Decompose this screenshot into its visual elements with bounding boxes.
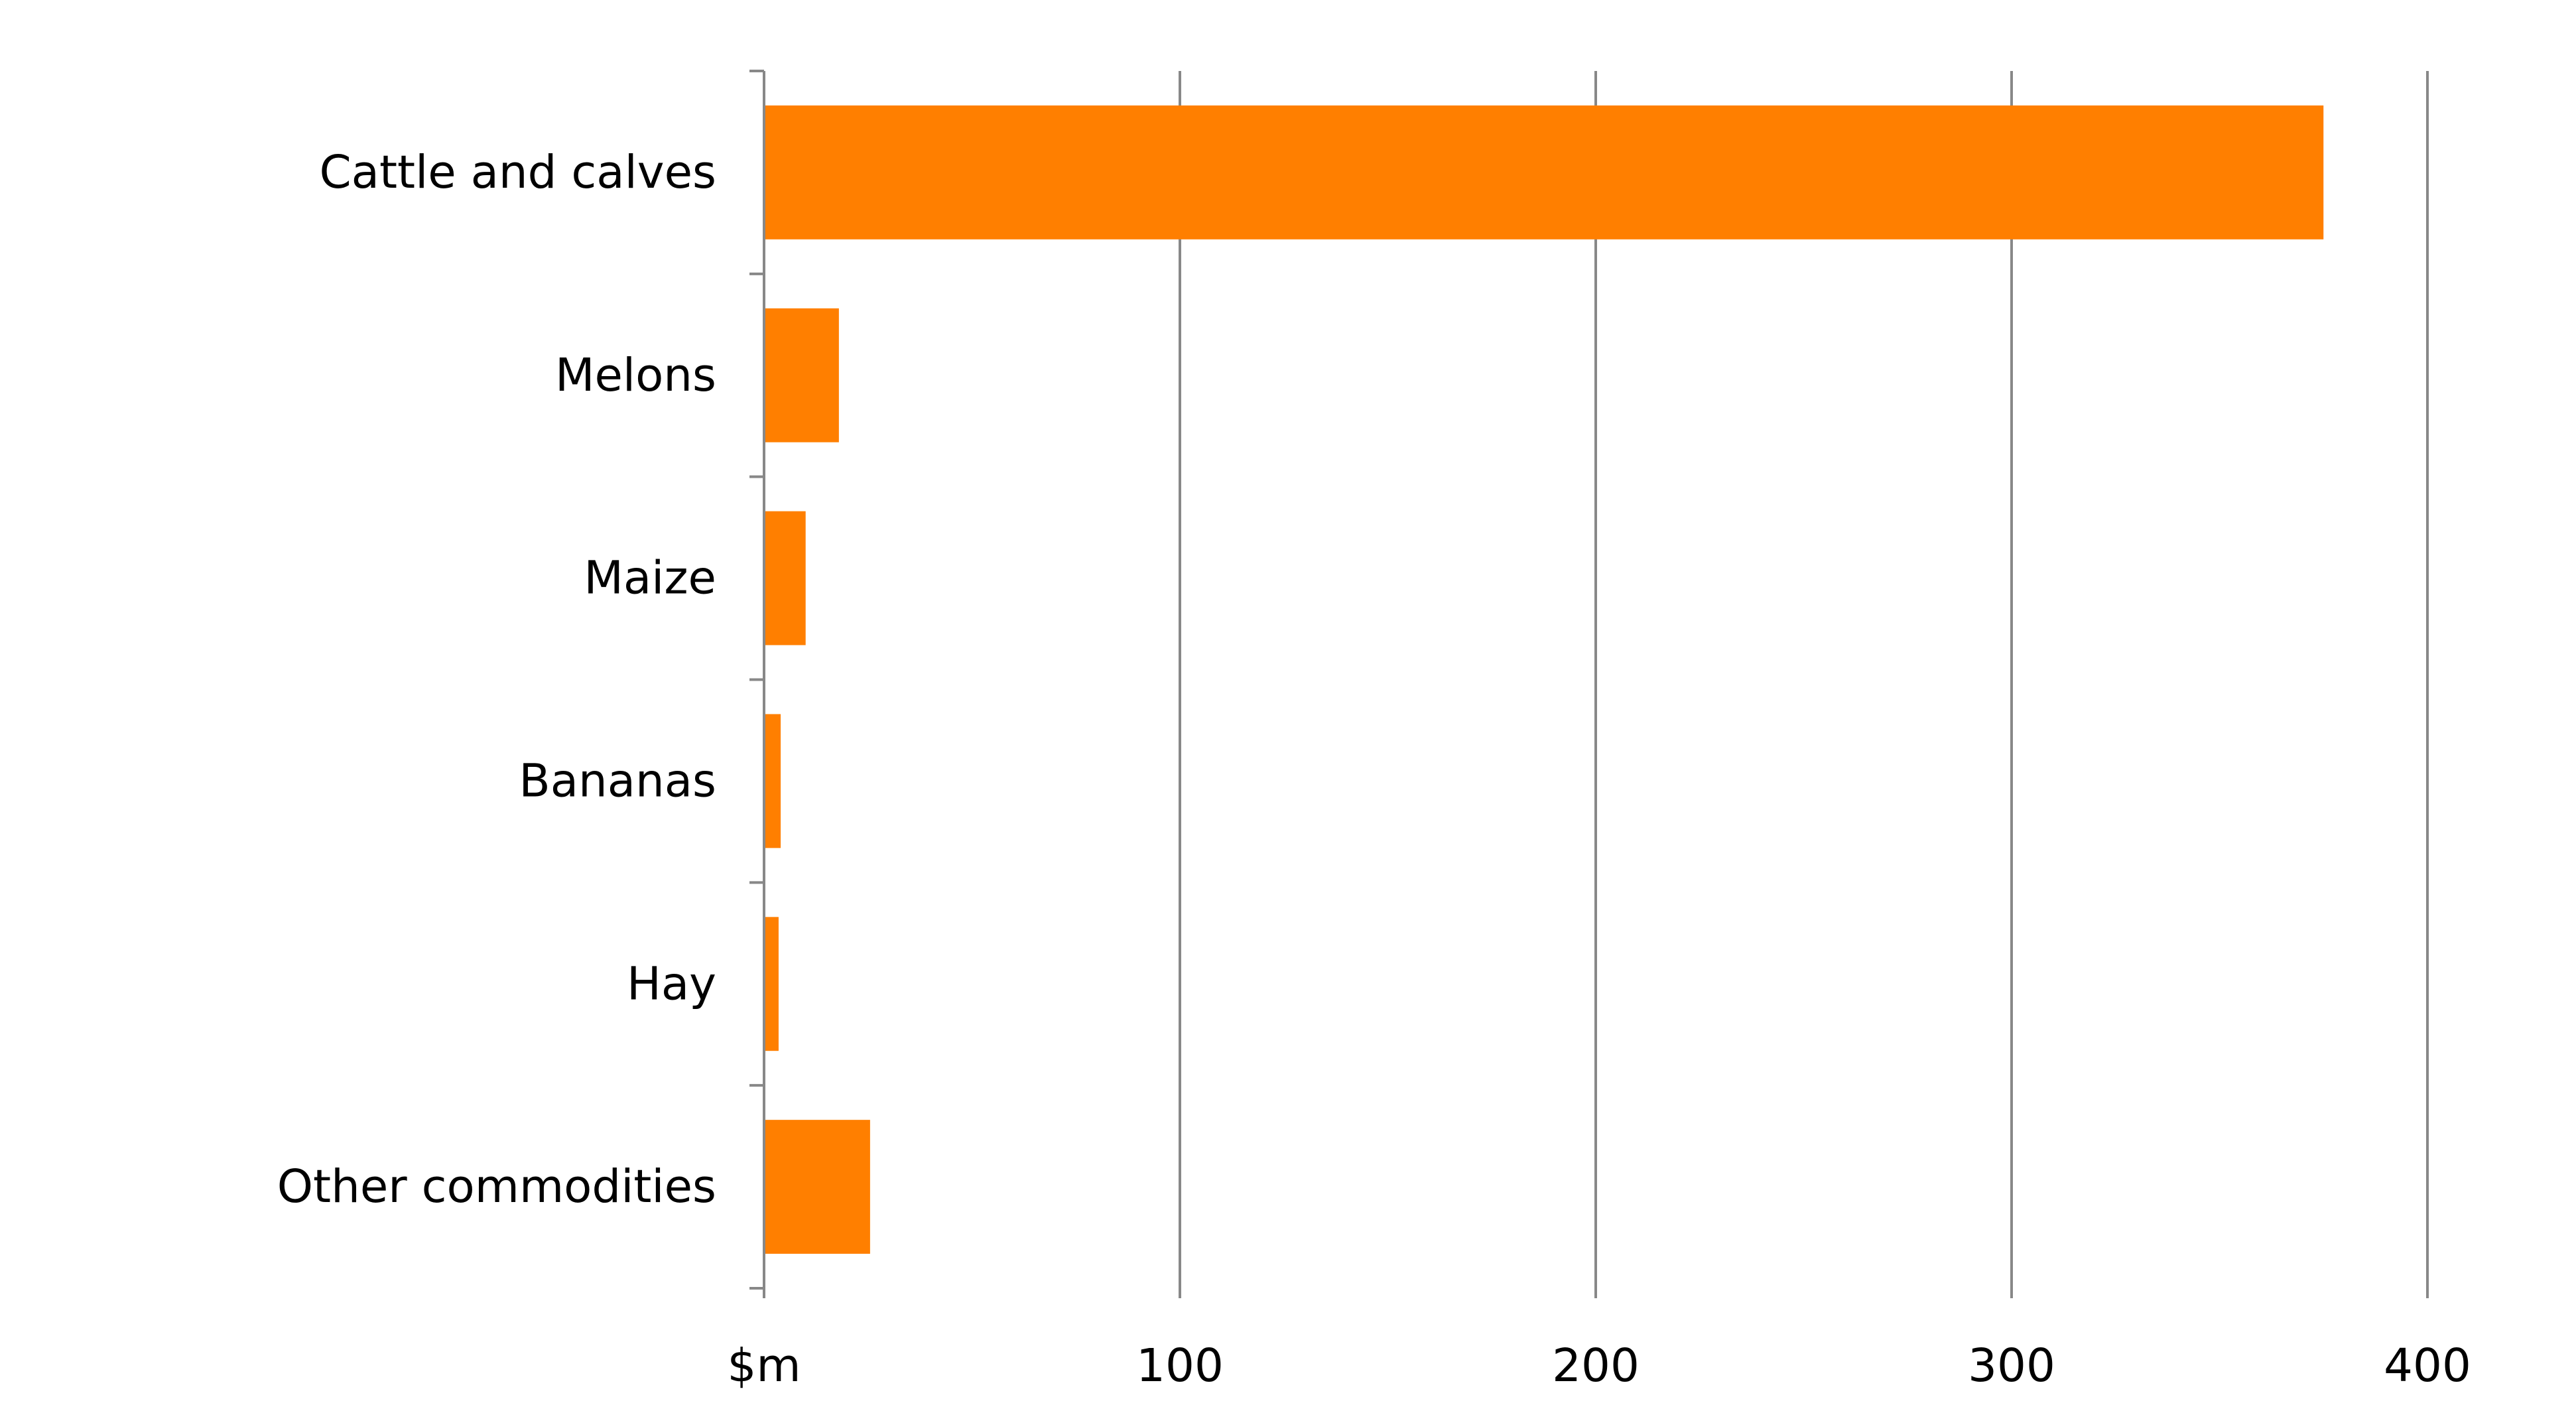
bar-hay	[764, 917, 779, 1051]
x-tick-label-200: 200	[1552, 1339, 1640, 1392]
category-label-bananas: Bananas	[519, 754, 716, 807]
bar-cattle-and-calves	[764, 105, 2324, 239]
x-tick-label-m: $m	[727, 1339, 801, 1392]
category-label-other-commodities: Other commodities	[277, 1160, 716, 1213]
category-label-hay: Hay	[627, 957, 716, 1010]
bar-melons	[764, 308, 839, 442]
x-tick-labels: $m 100 200 300 400	[727, 1339, 2471, 1392]
bar-maize	[764, 511, 806, 645]
category-labels: Cattle and calves Melons Maize Bananas Hay Ot…	[277, 146, 716, 1213]
x-tick-label-100: 100	[1136, 1339, 1224, 1392]
category-label-melons: Melons	[555, 349, 716, 402]
gridlines	[1179, 71, 2429, 1298]
bar-bananas	[764, 714, 781, 848]
y-axis	[749, 70, 765, 1298]
category-label-cattle-and-calves: Cattle and calves	[320, 146, 717, 199]
x-tick-label-300: 300	[1968, 1339, 2055, 1392]
x-tick-label-400: 400	[2384, 1339, 2471, 1392]
category-label-maize: Maize	[584, 552, 716, 605]
bar-other-commodities	[764, 1120, 870, 1254]
bars	[764, 105, 2324, 1254]
